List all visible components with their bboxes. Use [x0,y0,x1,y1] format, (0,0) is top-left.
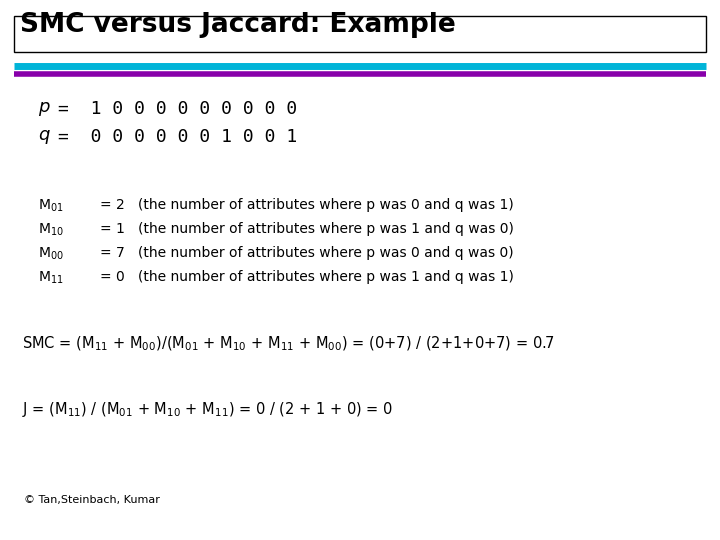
Text: =  0 0 0 0 0 0 1 0 0 1: = 0 0 0 0 0 0 1 0 0 1 [58,128,297,146]
Text: = 1   (the number of attributes where p was 1 and q was 0): = 1 (the number of attributes where p wa… [100,222,514,236]
Text: = 2   (the number of attributes where p was 0 and q was 1): = 2 (the number of attributes where p wa… [100,198,514,212]
Text: SMC = (M$_{11}$ + M$_{00}$)/(M$_{01}$ + M$_{10}$ + M$_{11}$ + M$_{00}$) = (0+7) : SMC = (M$_{11}$ + M$_{00}$)/(M$_{01}$ + … [22,335,555,353]
Text: J = (M$_{11}$) / (M$_{01}$ + M$_{10}$ + M$_{11}$) = 0 / (2 + 1 + 0) = 0: J = (M$_{11}$) / (M$_{01}$ + M$_{10}$ + … [22,400,393,419]
Text: SMC versus Jaccard: Example: SMC versus Jaccard: Example [20,12,456,38]
Text: M$_{01}$: M$_{01}$ [38,198,63,214]
Bar [14,16,706,52]
Text: © Tan,Steinbach, Kumar: © Tan,Steinbach, Kumar [24,495,160,505]
Text: = 7   (the number of attributes where p was 0 and q was 0): = 7 (the number of attributes where p wa… [100,246,513,260]
Text: $p$: $p$ [38,100,50,118]
Text: $q$: $q$ [38,128,50,146]
Text: = 0   (the number of attributes where p was 1 and q was 1): = 0 (the number of attributes where p wa… [100,270,514,284]
Text: =  1 0 0 0 0 0 0 0 0 0: = 1 0 0 0 0 0 0 0 0 0 [58,100,297,118]
Text: M$_{11}$: M$_{11}$ [38,270,63,286]
Text: M$_{10}$: M$_{10}$ [38,222,64,238]
Text: M$_{00}$: M$_{00}$ [38,246,64,262]
